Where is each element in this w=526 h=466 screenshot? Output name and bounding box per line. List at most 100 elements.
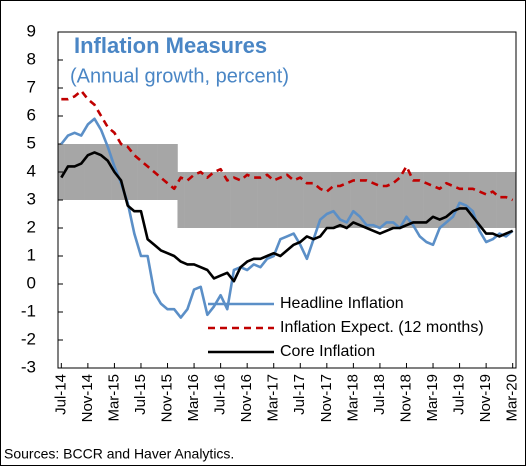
target-band [496, 172, 504, 228]
target-band [204, 172, 211, 228]
target-band [144, 144, 152, 200]
target-band [263, 172, 271, 228]
y-tick-label: 4 [27, 161, 36, 180]
x-tick-label: Mar-20 [504, 374, 521, 422]
target-band [277, 172, 284, 228]
y-tick-label: 6 [27, 105, 36, 124]
target-band [350, 172, 357, 228]
target-band [389, 172, 397, 228]
x-tick-label: Mar-15 [105, 374, 122, 422]
target-band [376, 172, 384, 228]
target-band [482, 172, 490, 228]
target-band [210, 172, 218, 228]
target-band [184, 172, 192, 228]
target-band [91, 144, 99, 200]
target-band [462, 172, 470, 228]
target-band [442, 172, 450, 228]
target-band [489, 172, 497, 228]
target-band [330, 172, 338, 228]
target-band [131, 144, 138, 200]
target-band [197, 172, 205, 228]
x-tick-label: Jul-19 [451, 374, 468, 415]
x-tick-label: Nov-16 [238, 374, 255, 422]
target-band [449, 172, 457, 228]
target-band [416, 172, 424, 228]
target-band [456, 172, 464, 228]
x-tick-label: Nov-19 [477, 374, 494, 422]
target-band [336, 172, 344, 228]
y-tick-label: -3 [21, 357, 36, 376]
legend-label: Headline Inflation [280, 295, 404, 312]
x-tick-label: Jul-14 [52, 374, 69, 415]
y-tick-label: 5 [27, 133, 36, 152]
target-band [469, 172, 477, 228]
x-tick-label: Mar-19 [424, 374, 441, 422]
target-band [383, 172, 391, 228]
target-band [270, 172, 278, 228]
legend-label: Core Inflation [280, 343, 375, 360]
target-band [283, 172, 291, 228]
target-band [423, 172, 431, 228]
target-band [77, 144, 85, 200]
x-tick-label: Jul-18 [371, 374, 388, 415]
y-tick-label: -1 [21, 301, 36, 320]
target-band [170, 144, 178, 200]
x-tick-label: Nov-17 [318, 374, 335, 422]
target-band [429, 172, 437, 228]
target-band [369, 172, 377, 228]
target-band [84, 144, 92, 200]
target-band [502, 172, 510, 228]
target-band [71, 144, 79, 200]
target-band [124, 144, 132, 200]
series-line [60, 151, 514, 283]
y-tick-label: 0 [27, 273, 36, 292]
y-tick-label: 8 [27, 49, 36, 68]
series-line [61, 89, 514, 202]
target-band [436, 172, 444, 228]
source-note: Sources: BCCR and Haver Analytics. [4, 446, 234, 462]
x-tick-label: Nov-14 [79, 374, 96, 422]
target-band [97, 144, 105, 200]
target-band [117, 144, 125, 200]
y-tick-label: -2 [21, 329, 36, 348]
x-tick-label: Jul-15 [132, 374, 149, 415]
y-tick-label: 9 [27, 21, 36, 40]
x-tick-label: Mar-16 [185, 374, 202, 422]
target-band [177, 172, 185, 228]
chart-subtitle: (Annual growth, percent) [70, 65, 289, 87]
target-band [323, 172, 331, 228]
series-line [60, 117, 514, 319]
y-tick-label: 7 [27, 77, 36, 96]
target-band [223, 172, 231, 228]
x-tick-label: Mar-18 [344, 374, 361, 422]
y-tick-label: 2 [27, 217, 36, 236]
x-tick-label: Jul-16 [212, 374, 229, 415]
x-tick-label: Mar-17 [265, 374, 282, 422]
target-band [137, 144, 145, 200]
x-tick-label: Nov-18 [397, 374, 414, 422]
target-band [303, 172, 311, 228]
target-band [164, 144, 172, 200]
target-band [403, 172, 411, 228]
target-band [250, 172, 258, 228]
target-band [243, 172, 251, 228]
chart-title: Inflation Measures [74, 33, 267, 58]
target-band [290, 172, 298, 228]
target-band [64, 144, 72, 200]
target-band [190, 172, 198, 228]
target-band [509, 172, 517, 228]
target-band [217, 172, 225, 228]
target-band [230, 172, 238, 228]
y-tick-label: 3 [27, 189, 36, 208]
legend-label: Inflation Expect. (12 months) [280, 319, 484, 336]
target-band [310, 172, 318, 228]
target-band [104, 144, 112, 200]
x-tick-label: Nov-15 [158, 374, 175, 422]
target-band [396, 172, 404, 228]
target-band [237, 172, 245, 228]
target-band [257, 172, 265, 228]
target-band [316, 172, 324, 228]
x-tick-label: Jul-17 [291, 374, 308, 415]
